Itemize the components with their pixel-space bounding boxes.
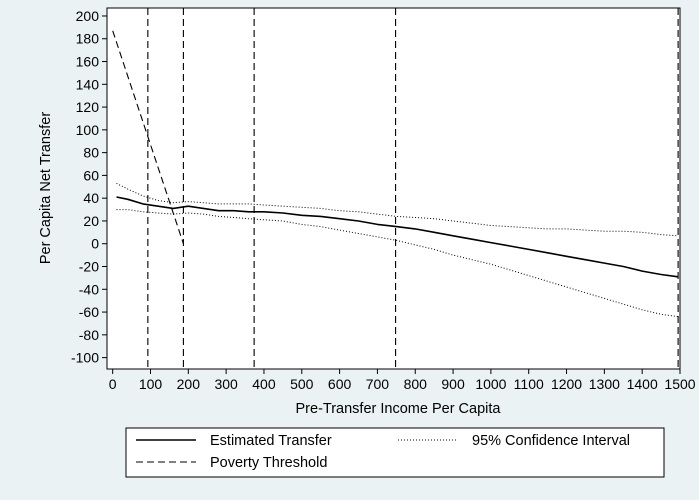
series-estimated-transfer-line: [116, 196, 679, 278]
y-axis-title: Per Capita Net Transfer: [38, 112, 54, 264]
x-tick-label: 1000: [475, 376, 506, 392]
series-95-confidence-interval-lower-line: [116, 209, 679, 318]
y-tick-label: 140: [76, 76, 100, 92]
x-tick-label: 1300: [589, 376, 620, 392]
y-tick-label: 20: [83, 213, 99, 229]
y-tick-label: -100: [71, 350, 99, 366]
x-tick-label: 1200: [551, 376, 582, 392]
legend-label: 95% Confidence Interval: [472, 433, 630, 449]
legend-label: Estimated Transfer: [210, 433, 332, 449]
x-tick-label: 900: [441, 376, 465, 392]
plot-frame: [106, 7, 681, 370]
x-tick-label: 200: [177, 376, 201, 392]
y-tick-label: -80: [79, 327, 99, 343]
x-tick-label: 800: [404, 376, 428, 392]
x-tick-label: 700: [366, 376, 390, 392]
x-axis-title: Pre-Transfer Income Per Capita: [296, 401, 502, 417]
x-tick-label: 1500: [664, 376, 695, 392]
legend-label: Poverty Threshold: [210, 455, 327, 471]
y-tick-label: -40: [79, 281, 99, 297]
x-tick-label: 500: [290, 376, 314, 392]
y-tick-label: 180: [76, 31, 100, 47]
x-tick-label: 1400: [627, 376, 658, 392]
x-tick-label: 600: [328, 376, 352, 392]
y-tick-label: -20: [79, 259, 99, 275]
y-tick-label: 40: [83, 190, 99, 206]
y-tick-label: 100: [76, 122, 100, 138]
legend-box: [125, 427, 665, 478]
x-tick-label: 300: [214, 376, 238, 392]
y-tick-label: 80: [83, 145, 99, 161]
y-tick-label: 160: [76, 54, 100, 70]
x-tick-label: 100: [139, 376, 163, 392]
x-tick-label: 0: [109, 376, 117, 392]
y-tick-label: 60: [83, 167, 99, 183]
y-tick-label: 120: [76, 99, 100, 115]
x-tick-label: 1100: [514, 376, 544, 392]
series-poverty-threshold-line: [112, 30, 184, 244]
plot-area: [107, 8, 680, 369]
x-tick-label: 400: [252, 376, 276, 392]
y-tick-label: -60: [79, 304, 99, 320]
y-tick-label: 200: [76, 8, 100, 24]
y-tick-label: 0: [91, 236, 99, 252]
